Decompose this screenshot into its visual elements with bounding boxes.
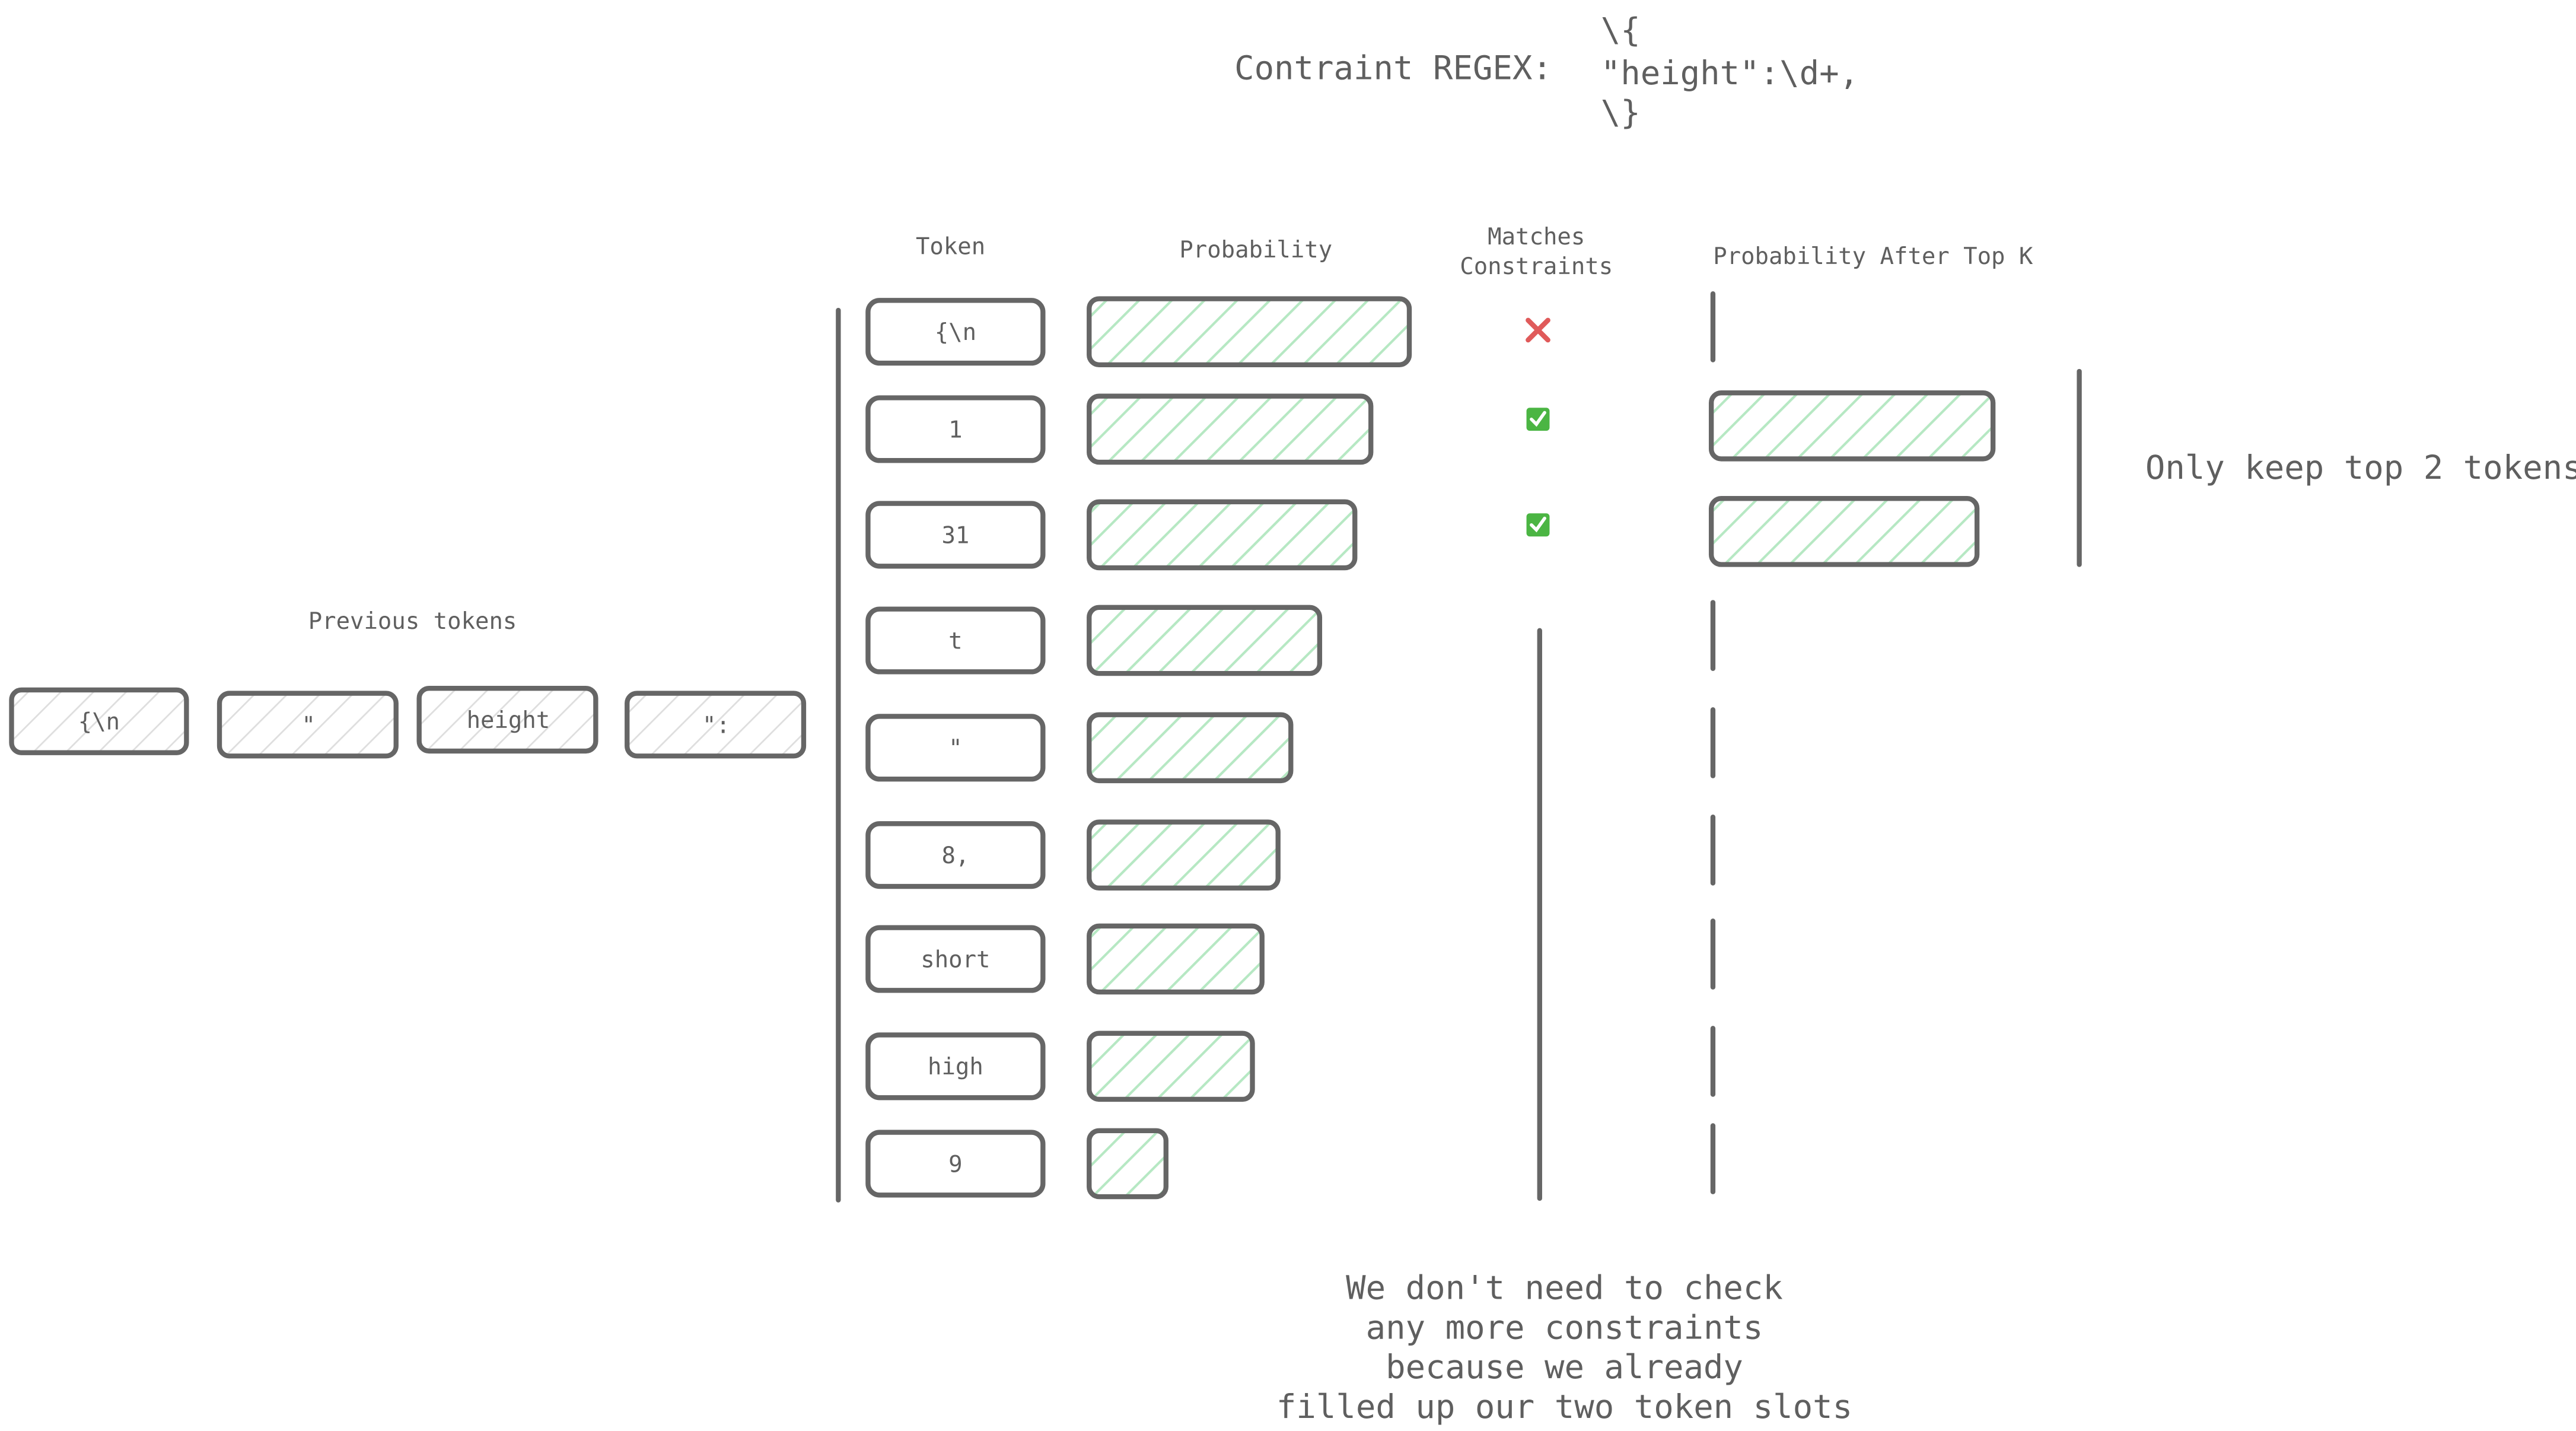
token-row: 1 [865, 390, 1996, 465]
regex-line-2: "height":\d+, [1601, 54, 1859, 93]
token-box [865, 501, 1046, 569]
bottom-note-line-1: We don't need to check [1346, 1269, 1783, 1308]
previous-token-1: " [216, 691, 399, 759]
token-box [865, 1130, 1046, 1198]
previous-token-3: ": [625, 691, 807, 759]
token-label: short [921, 946, 990, 973]
top-k-bar [1708, 496, 1980, 567]
token-label: high [928, 1054, 983, 1080]
probability-bar [1087, 605, 1323, 676]
column-header-probability: Probability [1179, 237, 1332, 263]
cross-icon [1526, 317, 1550, 343]
regex-line-1: \{ [1601, 11, 1641, 50]
previous-token-2: height [416, 686, 598, 754]
probability-bar [1087, 1031, 1255, 1102]
token-row: short [865, 918, 1716, 995]
token-box [865, 1032, 1046, 1101]
token-label: 9 [948, 1151, 962, 1178]
previous-tokens-label: Previous tokens [308, 608, 517, 635]
probability-bar [1087, 393, 1374, 465]
token-row: 9 [865, 1123, 1716, 1200]
token-box [865, 714, 1046, 782]
probability-bar [1087, 1128, 1168, 1200]
token-label: 1 [948, 416, 962, 443]
token-row: {\n [865, 291, 1716, 368]
svg-text:": " [302, 712, 316, 739]
token-row: 8, [865, 815, 1716, 891]
svg-text:{\n: {\n [78, 709, 120, 736]
check-icon [1526, 408, 1550, 431]
probability-bar [1087, 923, 1265, 995]
probability-bar [1087, 499, 1358, 571]
column-header-matches-line-1: Matches [1488, 224, 1585, 250]
column-header-matches-line-2: Constraints [1460, 253, 1613, 280]
bottom-note-line-4: filled up our two token slots [1276, 1388, 1852, 1426]
token-label: {\n [935, 319, 976, 346]
token-box [865, 395, 1046, 463]
bottom-note-line-3: because we already [1386, 1348, 1743, 1387]
token-row: 31 [865, 496, 1980, 571]
probability-bar [1087, 819, 1281, 891]
probability-bar [1087, 712, 1294, 784]
token-box [865, 925, 1046, 993]
token-label: t [948, 628, 962, 654]
candidate-token-rows: {\n 1 31 t " 8, short high 9 [865, 291, 1996, 1200]
svg-text:":: ": [702, 712, 730, 739]
top-k-note: Only keep top 2 tokens [2145, 449, 2576, 487]
token-box [865, 821, 1046, 889]
token-row: high [865, 1026, 1716, 1102]
previous-token-0: {\n [9, 687, 189, 755]
check-icon [1526, 513, 1550, 537]
token-box [865, 298, 1046, 366]
token-label: 8, [941, 842, 969, 869]
column-header-token: Token [916, 233, 985, 260]
token-label: " [948, 735, 962, 762]
regex-line-3: \} [1601, 94, 1641, 132]
top-k-bar [1708, 390, 1996, 462]
token-box [865, 606, 1046, 675]
column-header-after-top-k: Probability After Top K [1713, 243, 2033, 270]
regex-label: Contraint REGEX: [1234, 49, 1552, 88]
token-row: " [865, 707, 1716, 784]
svg-text:height: height [467, 707, 550, 734]
token-label: 31 [941, 522, 969, 549]
token-row: t [865, 600, 1716, 676]
probability-bar [1087, 296, 1412, 368]
bottom-note-line-2: any more constraints [1366, 1308, 1763, 1347]
